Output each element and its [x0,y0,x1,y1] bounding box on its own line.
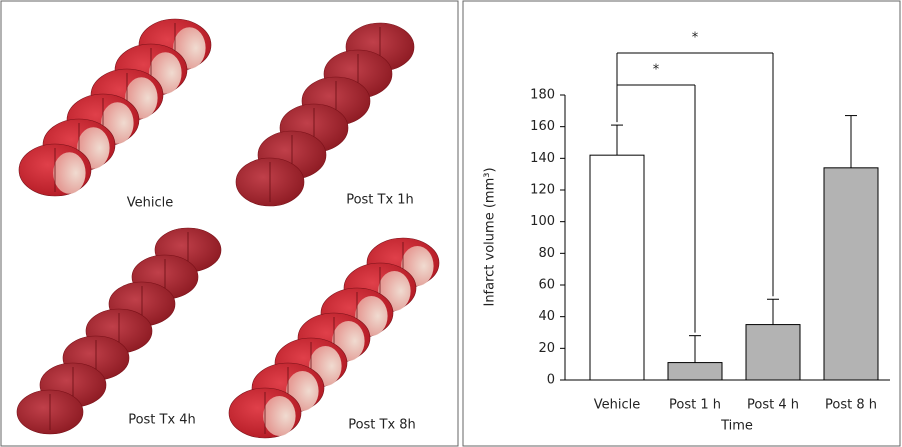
photo-label: Vehicle [127,196,174,211]
y-tick-label: 120 [530,183,555,198]
x-axis-label: Time [720,419,753,434]
y-tick-label: 0 [547,373,555,388]
x-tick-label: Post 8 h [825,398,877,413]
infarct [53,152,85,194]
y-tick-label: 80 [538,246,555,261]
y-tick-label: 40 [538,309,555,324]
photo-label: Post Tx 1h [346,193,414,208]
y-tick-label: 20 [538,341,555,356]
y-tick-label: 100 [530,214,555,229]
photo-label: Post Tx 8h [348,418,416,433]
bar [824,168,878,380]
y-tick-label: 140 [530,151,555,166]
y-tick-label: 60 [538,278,555,293]
photo-label: Post Tx 4h [128,413,196,428]
figure: Vehicle Post Tx 1h Post Tx 4h Post Tx 8h… [0,0,902,447]
y-tick-label: 160 [530,119,555,134]
x-tick-label: Post 1 h [669,398,721,413]
significance-label: * [692,31,699,46]
bar [746,325,800,380]
y-axis-label: Infarct volume (mm³) [483,167,498,306]
y-tick-label: 180 [530,88,555,103]
bar [590,155,644,380]
significance-label: * [653,63,660,78]
bar [668,363,722,380]
infarct [263,396,295,436]
x-tick-label: Post 4 h [747,398,799,413]
x-tick-label: Vehicle [594,398,641,413]
